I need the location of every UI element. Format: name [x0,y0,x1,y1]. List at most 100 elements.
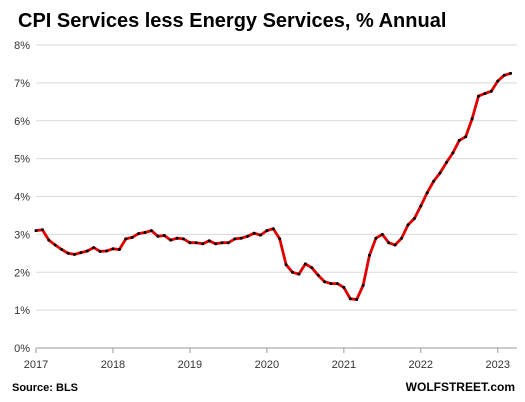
y-tick-label: 0% [14,343,30,355]
data-point [432,179,436,183]
data-point [246,234,250,238]
data-point [412,217,416,220]
data-point [188,241,192,245]
data-point [361,284,365,287]
data-point [66,251,70,255]
data-point [355,298,359,301]
data-point [483,92,487,95]
y-tick-label: 1% [14,305,30,317]
data-point [130,235,134,239]
chart-title: CPI Services less Energy Services, % Ann… [18,10,446,32]
data-point [220,241,224,245]
data-point [259,233,262,237]
data-point [265,229,269,233]
data-point [79,251,83,255]
data-markers [34,71,513,301]
data-point [143,231,147,234]
data-point [380,232,384,236]
data-point [419,204,423,208]
data-point [368,253,371,257]
data-point [111,247,115,251]
data-point [85,249,89,253]
data-point [374,236,378,240]
data-point [73,252,76,256]
data-point [284,263,288,267]
data-point [470,117,474,121]
data-point [252,231,256,235]
data-point [297,272,301,276]
data-point [303,262,307,266]
data-point [149,229,153,233]
data-point [60,248,64,251]
x-tick-label: 2021 [332,359,356,371]
data-point [464,135,468,139]
x-tick-label: 2018 [101,359,125,371]
data-point [92,246,96,250]
data-point [425,191,429,195]
y-tick-label: 4% [14,192,30,204]
data-point [489,89,493,93]
source-note: Source: BLS [12,382,78,394]
brand-label: WOLFSTREET.com [406,380,515,394]
data-point [316,273,320,277]
data-point [496,79,500,83]
x-tick-label: 2019 [178,359,202,371]
data-point [348,297,352,301]
data-point [34,229,38,233]
data-point [207,239,211,243]
data-point [53,243,57,247]
series-line [34,72,512,301]
data-point [105,249,108,253]
data-point [40,228,44,232]
data-point [214,242,218,246]
y-tick-label: 2% [14,267,30,279]
x-tick-label: 2017 [24,359,48,371]
data-point [226,241,230,245]
data-point [124,237,128,241]
data-point [310,266,314,270]
x-tick-label: 2023 [486,359,510,371]
data-point [162,234,166,237]
data-point [335,282,339,286]
y-tick-label: 6% [14,116,30,128]
data-point [451,151,455,155]
data-point [137,232,141,236]
y-tick-label: 8% [14,40,30,52]
data-point [47,238,51,242]
y-tick-label: 7% [14,78,30,90]
y-axis-ticks: 0% 1% 2% 3% 4% 5% 6% 7% 8% [14,40,30,355]
y-tick-label: 5% [14,154,30,166]
data-point [457,138,461,142]
data-point [393,243,397,247]
data-point [175,236,179,240]
x-tick-label: 2020 [255,359,279,371]
data-point [509,71,513,75]
data-point [438,171,442,175]
data-point [502,73,506,77]
data-point [406,223,410,227]
data-point [329,282,333,286]
data-point [194,241,198,245]
data-point [271,227,275,231]
data-point [239,236,243,240]
data-point [387,241,391,245]
x-axis-ticks: 2017 2018 2019 2020 2021 2022 2023 [24,348,510,371]
y-tick-label: 3% [14,229,30,241]
data-point [323,280,327,284]
data-point [169,238,173,242]
data-point [156,234,160,238]
data-point [477,94,480,98]
data-point [117,248,121,251]
data-point [278,237,282,241]
data-point [400,236,404,240]
data-point [201,242,205,246]
data-point [233,237,237,241]
data-point [182,237,185,241]
data-point [342,285,346,289]
data-point [98,249,102,253]
x-tick-label: 2022 [409,359,433,371]
data-point [291,270,294,274]
grid [36,44,517,349]
data-point [445,160,448,164]
